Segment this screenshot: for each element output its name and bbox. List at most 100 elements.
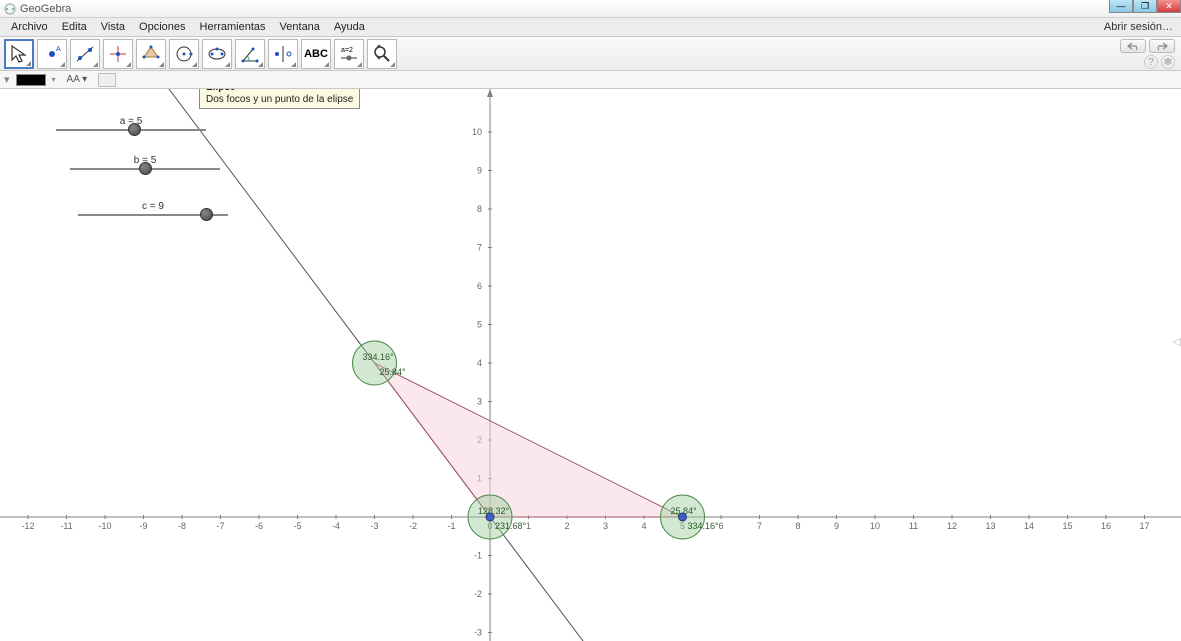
svg-text:11: 11	[909, 521, 918, 531]
svg-text:a=2: a=2	[341, 47, 353, 54]
svg-text:1: 1	[526, 521, 531, 531]
app-logo-icon	[4, 3, 16, 15]
slider-0[interactable]: a = 5	[56, 116, 206, 131]
collapse-caret-icon[interactable]: ◁	[1173, 335, 1181, 348]
svg-text:13: 13	[985, 521, 995, 531]
svg-text:7: 7	[477, 243, 482, 253]
slider-track[interactable]	[56, 129, 206, 131]
slider-thumb[interactable]	[139, 162, 152, 175]
svg-text:25.84°: 25.84°	[380, 367, 407, 377]
minimize-button[interactable]: —	[1109, 0, 1133, 13]
tooltip-desc: Dos focos y un punto de la elipse	[206, 94, 353, 105]
move-tool[interactable]	[4, 39, 34, 69]
svg-text:16: 16	[1101, 521, 1111, 531]
svg-text:4: 4	[477, 358, 482, 368]
font-size-selector[interactable]: AA ▾	[62, 73, 93, 86]
svg-text:-12: -12	[21, 521, 34, 531]
text-tool[interactable]: ABC	[301, 39, 331, 69]
maximize-button[interactable]: ❐	[1133, 0, 1157, 13]
svg-text:15: 15	[1062, 521, 1072, 531]
svg-text:-2: -2	[474, 589, 482, 599]
svg-text:10: 10	[870, 521, 880, 531]
graphics-view[interactable]: -12-11-10-9-8-7-6-5-4-3-2-10123456789101…	[0, 89, 1181, 641]
svg-text:-3: -3	[370, 521, 378, 531]
help-icon[interactable]: ?	[1144, 55, 1158, 69]
svg-text:9: 9	[834, 521, 839, 531]
polygon-tool[interactable]	[136, 39, 166, 69]
title-bar: GeoGebra — ❐ ✕	[0, 0, 1181, 18]
svg-text:-2: -2	[409, 521, 417, 531]
svg-text:8: 8	[477, 204, 482, 214]
window-controls: — ❐ ✕	[1109, 0, 1181, 13]
menu-opciones[interactable]: Opciones	[132, 19, 192, 35]
svg-text:7: 7	[757, 521, 762, 531]
svg-text:334.16°: 334.16°	[363, 352, 395, 362]
svg-text:12: 12	[947, 521, 957, 531]
svg-text:-3: -3	[474, 628, 482, 638]
svg-text:5: 5	[477, 320, 482, 330]
toolbar-right-controls: ? ✻	[1120, 39, 1175, 69]
menu-edita[interactable]: Edita	[55, 19, 94, 35]
svg-text:128.32°: 128.32°	[478, 506, 510, 516]
menu-archivo[interactable]: Archivo	[4, 19, 55, 35]
slider-1[interactable]: b = 5	[70, 155, 220, 170]
svg-text:-9: -9	[139, 521, 147, 531]
svg-text:2: 2	[564, 521, 569, 531]
slider-tool[interactable]: a=2	[334, 39, 364, 69]
svg-text:17: 17	[1139, 521, 1149, 531]
reflect-tool[interactable]	[268, 39, 298, 69]
svg-text:-1: -1	[447, 521, 455, 531]
menu-vista[interactable]: Vista	[94, 19, 132, 35]
redo-button[interactable]	[1149, 39, 1175, 53]
svg-text:6: 6	[477, 281, 482, 291]
tool-tooltip: Elipse Dos focos y un punto de la elipse	[199, 89, 360, 109]
login-link[interactable]: Abrir sesión…	[1104, 21, 1181, 33]
slider-thumb[interactable]	[128, 123, 141, 136]
svg-text:10: 10	[472, 127, 482, 137]
settings-icon[interactable]: ✻	[1161, 55, 1175, 69]
svg-text:-6: -6	[255, 521, 263, 531]
angle-tool[interactable]	[235, 39, 265, 69]
svg-text:334.16°: 334.16°	[688, 521, 720, 531]
menu-ayuda[interactable]: Ayuda	[327, 19, 372, 35]
svg-text:-10: -10	[98, 521, 111, 531]
ellipse-tool[interactable]	[202, 39, 232, 69]
svg-text:231.68°: 231.68°	[495, 521, 527, 531]
svg-text:-7: -7	[216, 521, 224, 531]
svg-text:4: 4	[641, 521, 646, 531]
tooltip-title: Elipse	[206, 89, 353, 93]
tool-bar: A ABC a=2 ? ✻	[0, 37, 1181, 71]
color-swatch[interactable]	[16, 74, 46, 86]
slider-2[interactable]: c = 9	[78, 201, 228, 216]
svg-text:-1: -1	[474, 551, 482, 561]
svg-text:-8: -8	[178, 521, 186, 531]
undo-button[interactable]	[1120, 39, 1146, 53]
slider-track[interactable]	[70, 168, 220, 170]
menu-bar: Archivo Edita Vista Opciones Herramienta…	[0, 18, 1181, 37]
svg-text:A: A	[56, 46, 61, 53]
svg-text:3: 3	[603, 521, 608, 531]
close-button[interactable]: ✕	[1157, 0, 1181, 13]
svg-text:3: 3	[477, 397, 482, 407]
svg-text:-5: -5	[293, 521, 301, 531]
menu-ventana[interactable]: Ventana	[273, 19, 327, 35]
window-title: GeoGebra	[20, 3, 71, 15]
line-tool[interactable]	[70, 39, 100, 69]
circle-tool[interactable]	[169, 39, 199, 69]
svg-text:-11: -11	[60, 521, 72, 531]
svg-text:14: 14	[1024, 521, 1034, 531]
slider-track[interactable]	[78, 214, 228, 216]
menu-herramientas[interactable]: Herramientas	[193, 19, 273, 35]
slider-thumb[interactable]	[200, 208, 213, 221]
graphics-svg: -12-11-10-9-8-7-6-5-4-3-2-10123456789101…	[0, 89, 1181, 641]
perpendicular-tool[interactable]	[103, 39, 133, 69]
zoom-tool[interactable]	[367, 39, 397, 69]
style-bar: ▾ ▾ AA ▾	[0, 71, 1181, 89]
style-dropdown2-icon[interactable]: ▾	[52, 75, 56, 84]
style-dropdown-icon[interactable]: ▾	[4, 73, 10, 86]
svg-text:8: 8	[795, 521, 800, 531]
point-tool[interactable]: A	[37, 39, 67, 69]
svg-text:-4: -4	[332, 521, 340, 531]
style-toggle-button[interactable]	[98, 73, 116, 87]
svg-text:6: 6	[718, 521, 723, 531]
